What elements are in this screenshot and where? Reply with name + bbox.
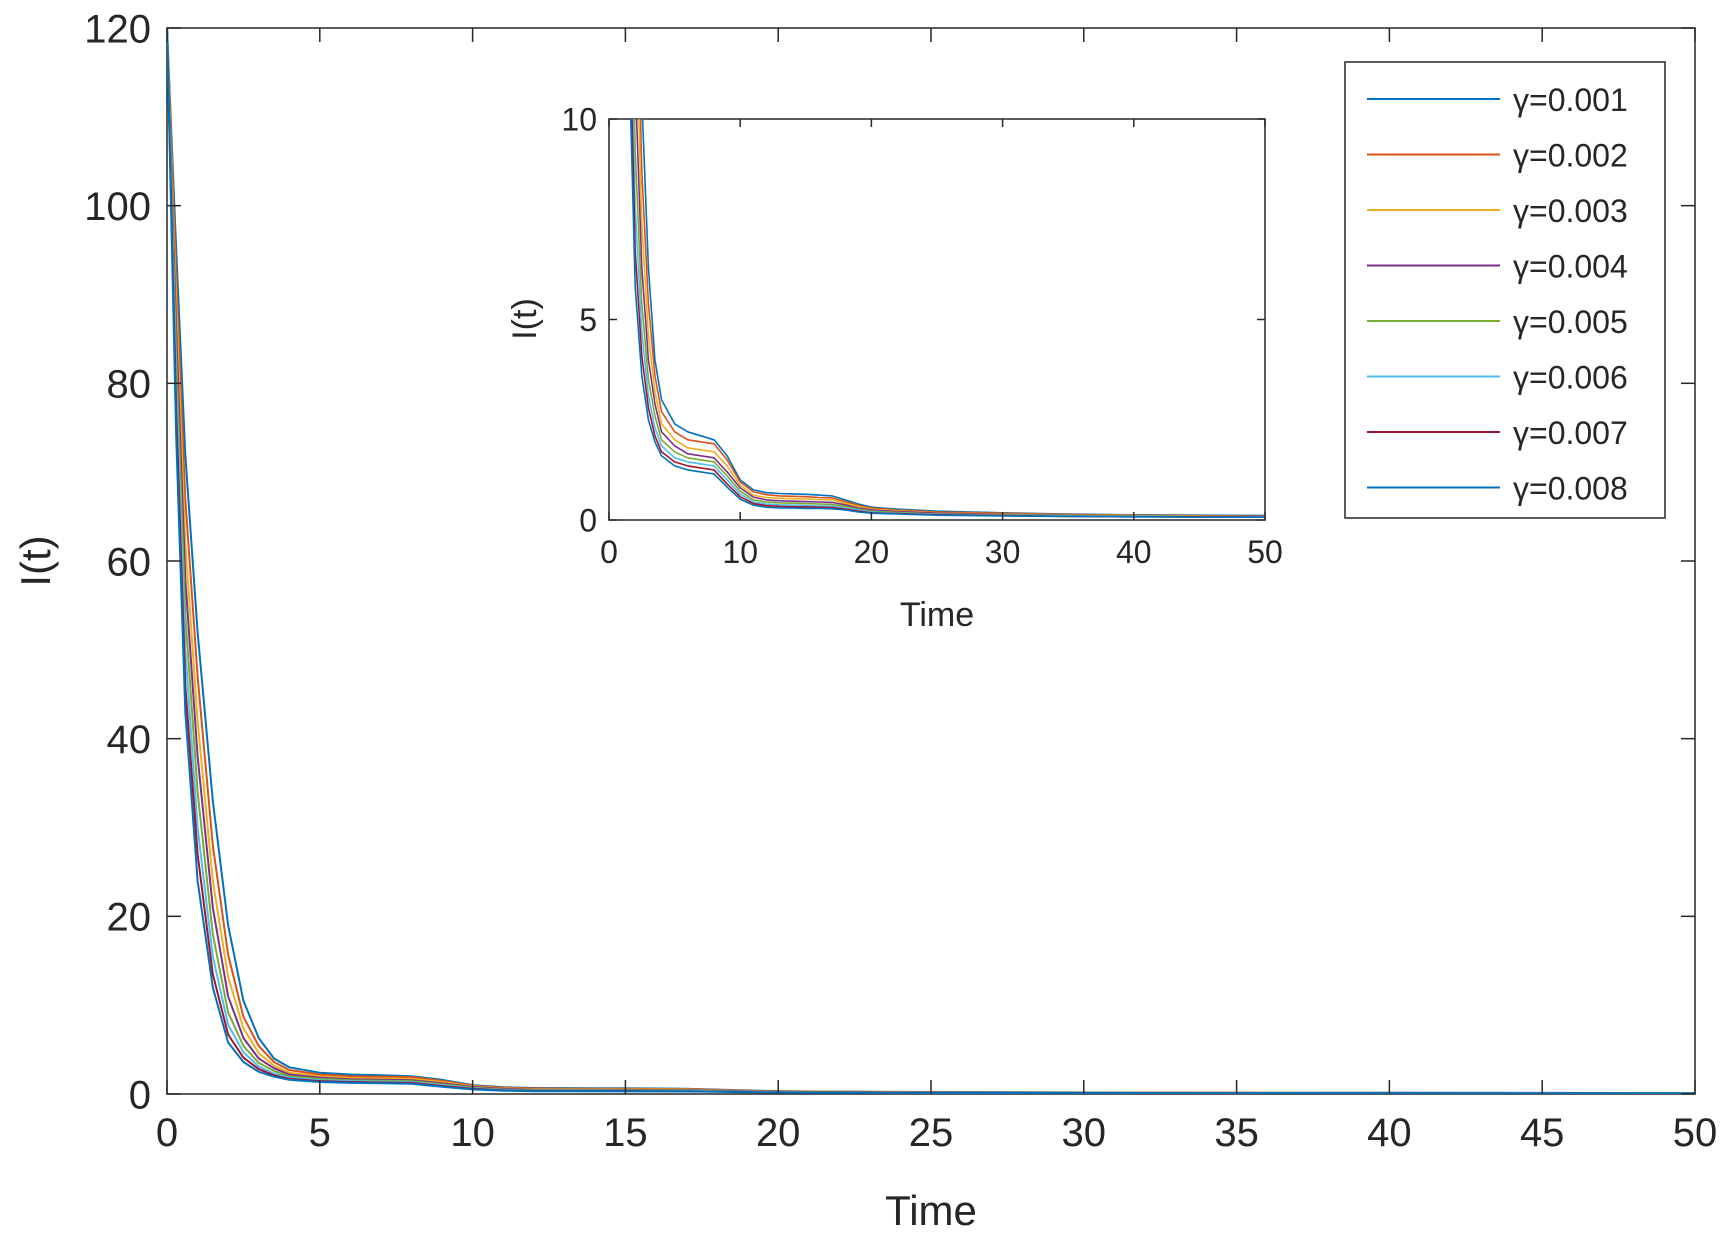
main-x-tick-label: 5 xyxy=(309,1111,331,1155)
inset-x-tick-label: 30 xyxy=(985,534,1021,570)
inset-x-tick-label: 0 xyxy=(600,534,618,570)
main-y-tick-label: 60 xyxy=(107,540,152,584)
main-y-tick-label: 20 xyxy=(107,896,152,940)
inset-x-axis-label: Time xyxy=(900,596,974,634)
main-y-tick-label: 80 xyxy=(107,363,152,407)
main-x-tick-label: 50 xyxy=(1673,1111,1718,1155)
legend-label-1: γ=0.001 xyxy=(1513,82,1628,118)
main-y-axis-label: I(t) xyxy=(12,535,59,586)
inset-x-tick-label: 20 xyxy=(854,534,890,570)
inset-x-tick-label: 50 xyxy=(1247,534,1283,570)
inset-y-tick-label: 5 xyxy=(579,302,597,338)
main-y-tick-label: 40 xyxy=(107,718,152,762)
main-x-tick-label: 20 xyxy=(756,1111,801,1155)
main-x-tick-label: 45 xyxy=(1520,1111,1565,1155)
main-x-tick-label: 40 xyxy=(1367,1111,1412,1155)
main-x-tick-label: 15 xyxy=(603,1111,648,1155)
main-y-tick-label: 100 xyxy=(84,185,151,229)
legend-label-4: γ=0.004 xyxy=(1513,249,1628,285)
inset-x-tick-label: 40 xyxy=(1116,534,1152,570)
inset-y-tick-label: 0 xyxy=(579,503,597,539)
inset-series-group xyxy=(629,119,1265,519)
main-x-axis-label: Time xyxy=(885,1187,977,1234)
legend-label-8: γ=0.008 xyxy=(1513,471,1628,507)
main-series-line-8 xyxy=(167,28,1695,1094)
main-x-tick-label: 25 xyxy=(909,1111,954,1155)
inset-y-ticks: 0 5 10 xyxy=(561,102,1265,539)
inset-y-axis-label: I(t) xyxy=(506,298,544,340)
legend-label-6: γ=0.006 xyxy=(1513,360,1628,396)
inset-x-tick-label: 10 xyxy=(722,534,758,570)
main-x-tick-label: 35 xyxy=(1214,1111,1259,1155)
legend-label-2: γ=0.002 xyxy=(1513,138,1628,174)
inset-plot-frame xyxy=(608,118,1266,521)
inset-x-ticks: 0 10 20 30 40 50 xyxy=(600,119,1283,570)
main-x-tick-label: 10 xyxy=(450,1111,495,1155)
legend-items: γ=0.001 γ=0.002 γ=0.003 γ=0.004 γ=0.005 γ=0.0… xyxy=(1367,82,1628,507)
main-x-tick-label: 0 xyxy=(156,1111,178,1155)
main-y-tick-label: 120 xyxy=(84,7,151,51)
legend-label-7: γ=0.007 xyxy=(1513,415,1628,451)
legend-label-3: γ=0.003 xyxy=(1513,193,1628,229)
inset-y-tick-label: 10 xyxy=(561,102,597,138)
inset-series-line-8 xyxy=(629,119,1265,519)
inset-axes: 0 10 20 30 40 50 0 5 10 Time I(t) xyxy=(506,102,1283,634)
legend: γ=0.001 γ=0.002 γ=0.003 γ=0.004 γ=0.005 γ=0.0… xyxy=(1344,61,1666,519)
main-series-group xyxy=(167,28,1695,1094)
main-y-tick-label: 0 xyxy=(129,1073,151,1117)
main-x-tick-label: 30 xyxy=(1062,1111,1107,1155)
main-x-ticks: 0 5 10 15 20 25 30 35 40 45 50 xyxy=(156,28,1717,1155)
legend-box xyxy=(1344,61,1666,519)
legend-label-5: γ=0.005 xyxy=(1513,304,1628,340)
